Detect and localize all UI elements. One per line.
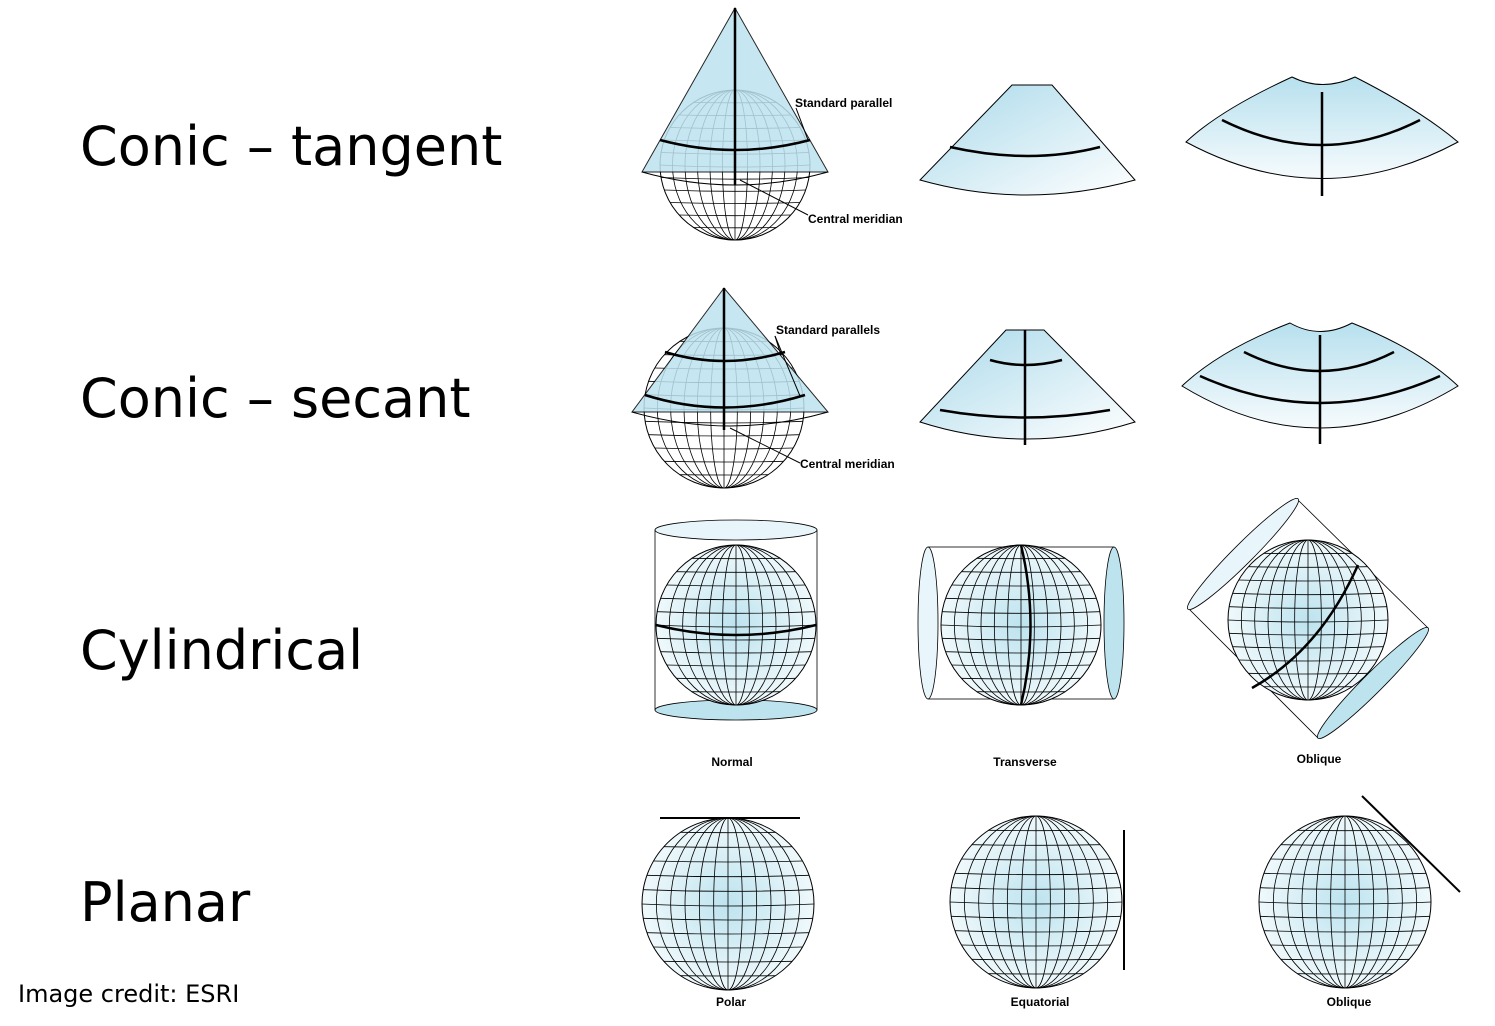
image-credit: Image credit: ESRI <box>18 980 240 1008</box>
caption-oblique-cylindrical: Oblique <box>1297 752 1342 766</box>
standard-parallels-label: Standard parallels <box>776 323 880 337</box>
planar-equatorial <box>949 815 1125 989</box>
row-label-conic-tangent: Conic – tangent <box>80 115 503 178</box>
central-meridian-label: Central meridian <box>808 212 903 226</box>
conic-secant-globe-illustration: Standard parallels Central meridian <box>631 287 895 489</box>
cylinder-transverse <box>917 544 1125 706</box>
caption-transverse: Transverse <box>993 755 1057 769</box>
cylinder-normal <box>654 519 818 721</box>
conic-tangent-globe-illustration: Standard parallel Central meridian <box>641 6 903 241</box>
row-label-conic-secant: Conic – secant <box>80 367 471 430</box>
row-label-cylindrical: Cylindrical <box>80 619 364 682</box>
globe-graticule <box>1258 815 1432 989</box>
globe-graticule <box>1227 539 1389 701</box>
globe-graticule <box>655 544 817 706</box>
conic-tangent-fan-narrow <box>919 84 1136 196</box>
planar-polar <box>641 817 815 991</box>
standard-parallel-line <box>659 138 811 152</box>
central-meridian-label-2: Central meridian <box>800 457 895 471</box>
standard-parallel-label: Standard parallel <box>795 96 892 110</box>
caption-normal: Normal <box>711 755 752 769</box>
conic-tangent-fan-wide <box>1185 76 1459 196</box>
row-label-planar: Planar <box>80 871 251 934</box>
globe-graticule <box>949 815 1123 989</box>
caption-polar: Polar <box>716 995 746 1009</box>
globe-graticule <box>940 544 1102 706</box>
conic-secant-fan-wide <box>1181 322 1459 444</box>
cylinder-oblique <box>1186 497 1430 740</box>
caption-oblique-planar: Oblique <box>1327 995 1372 1009</box>
caption-equatorial: Equatorial <box>1011 995 1070 1009</box>
planar-oblique <box>1258 795 1461 989</box>
globe-graticule <box>641 817 815 991</box>
conic-secant-fan-narrow <box>919 329 1136 445</box>
